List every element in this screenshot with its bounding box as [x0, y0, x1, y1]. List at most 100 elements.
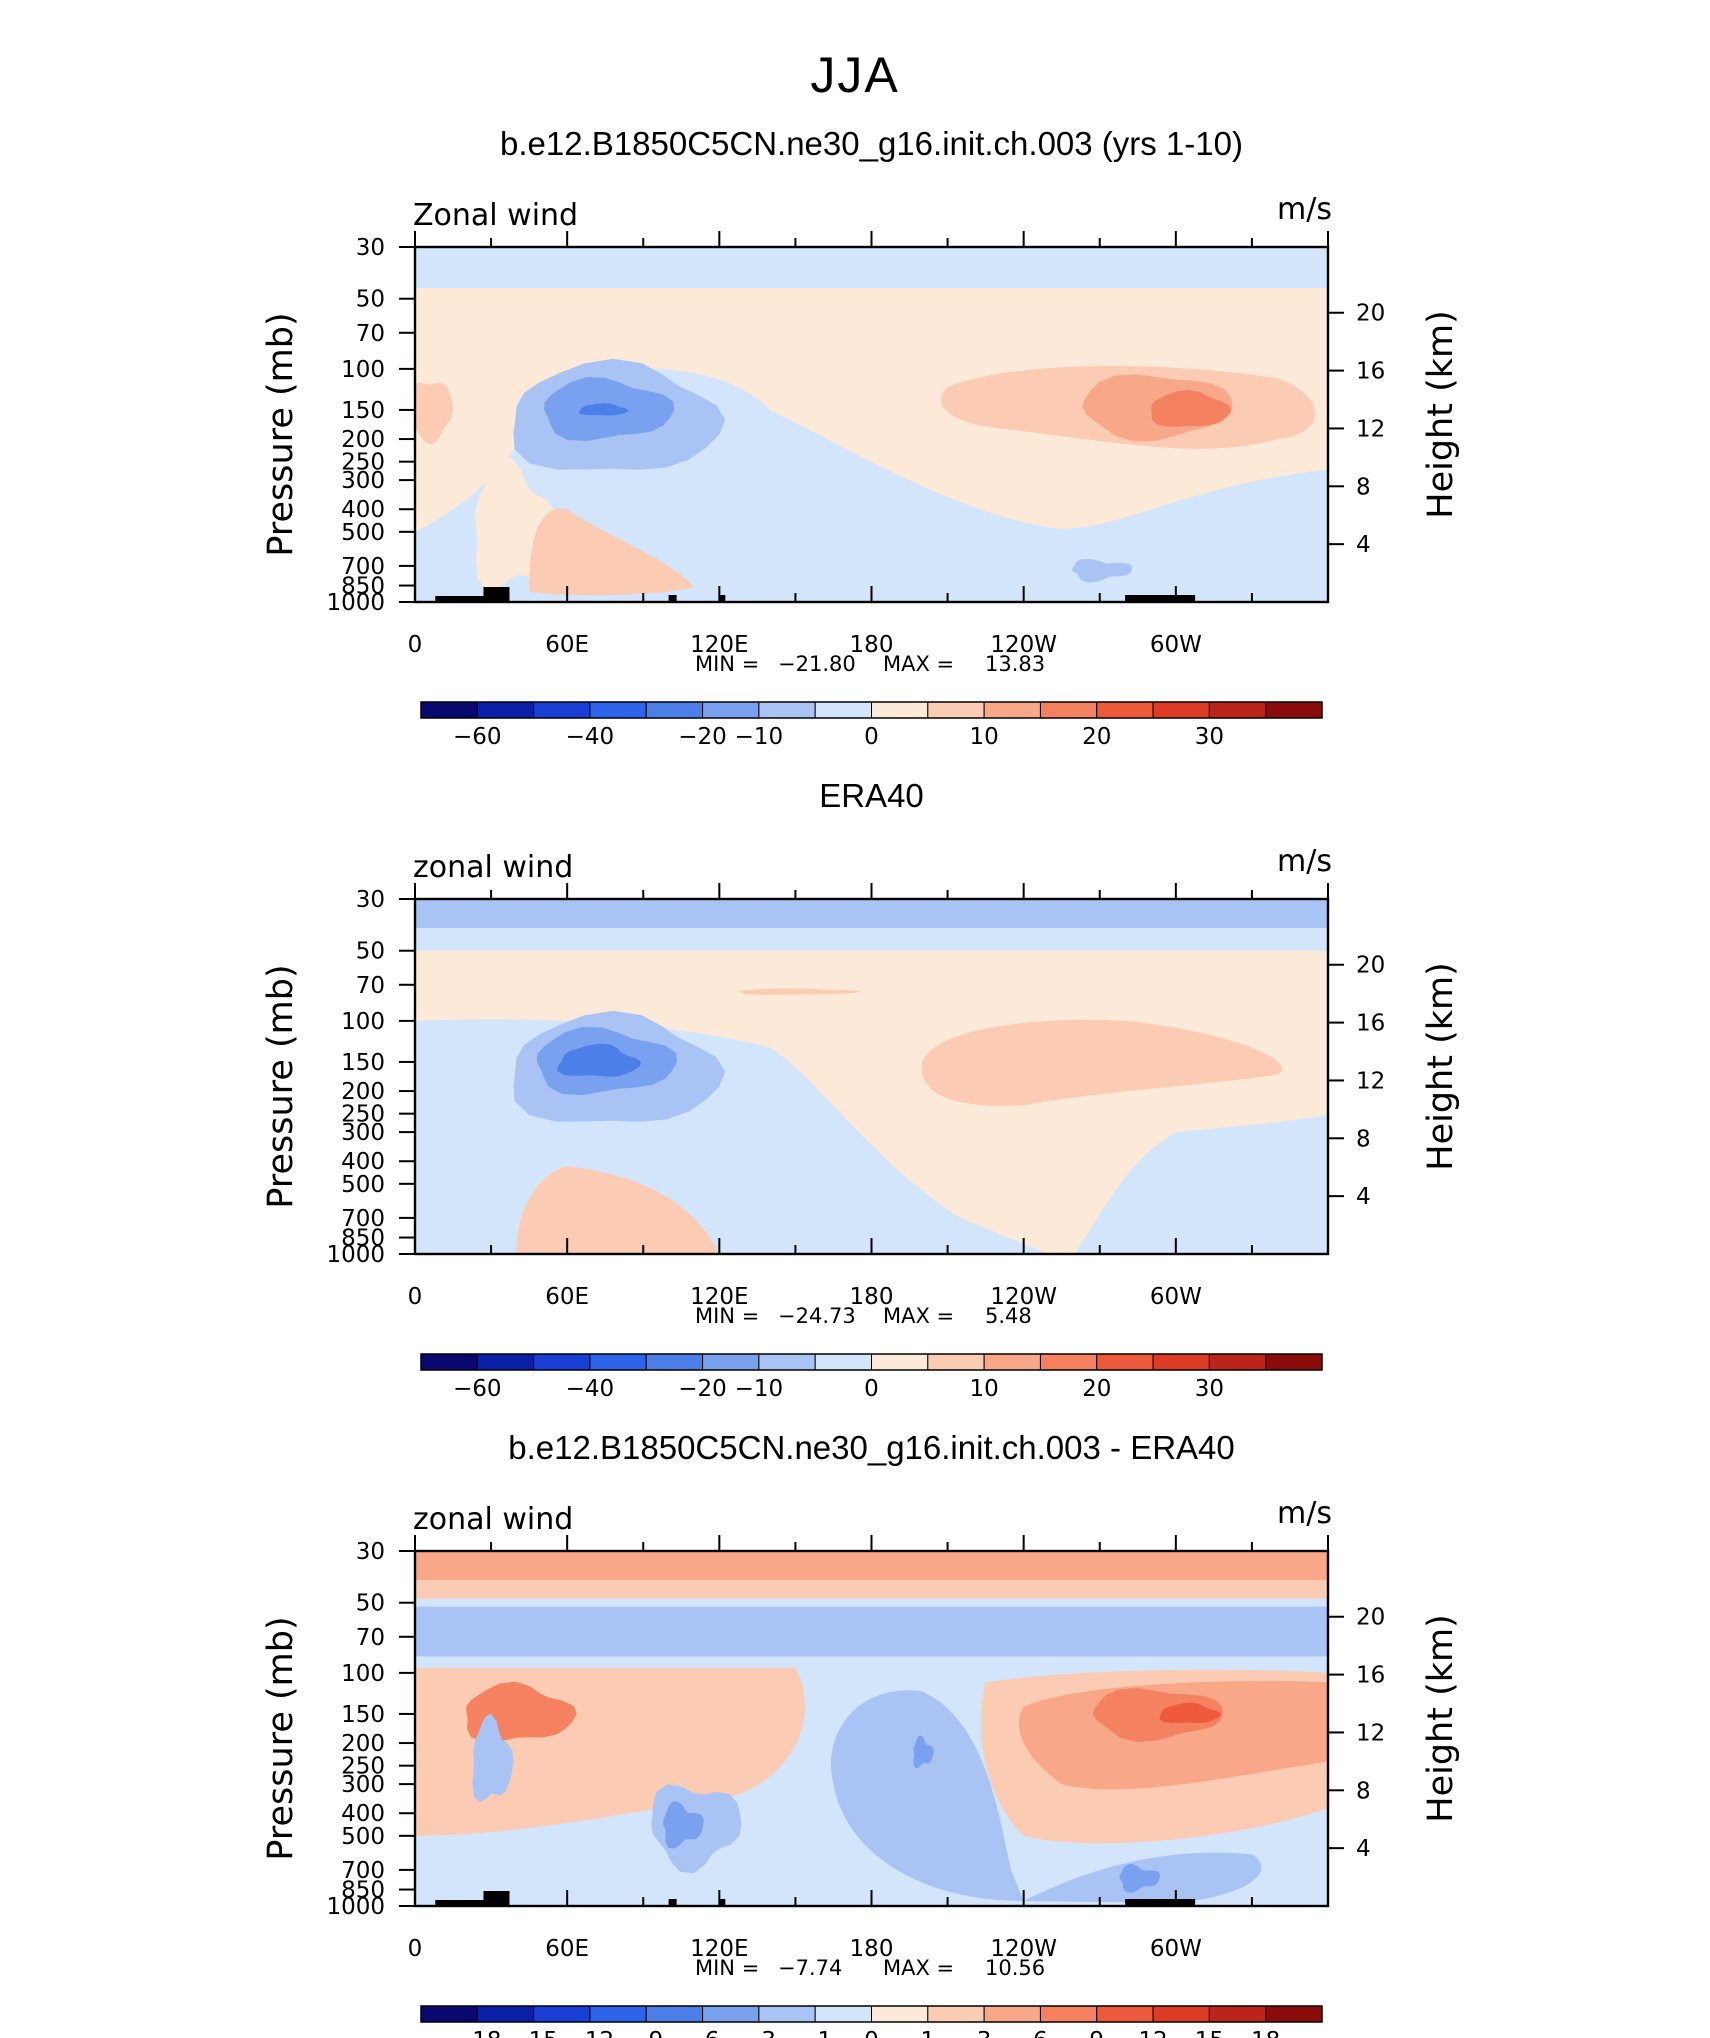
y2-axis-label: Height (km): [1421, 1614, 1461, 1823]
topo-block: [668, 1899, 677, 1906]
colorbar-label: 10: [969, 724, 998, 750]
y-tick-label: 400: [341, 497, 385, 523]
y-tick-label: 100: [341, 1661, 385, 1687]
y2-axis: 20 16 12 8 4 Height (km): [1328, 953, 1461, 1210]
variable-label: zonal wind: [413, 1502, 573, 1537]
lower-westerly: [529, 508, 694, 596]
x-tick-label: 120E: [690, 1284, 748, 1310]
colorbar-box: [645, 701, 704, 719]
colorbar-box: [871, 1353, 929, 1371]
colorbar-label: −20: [678, 724, 727, 750]
y2-tick-label: 20: [1356, 301, 1385, 327]
y-tick-label: 30: [356, 887, 385, 913]
colorbar-label: −15: [509, 2028, 558, 2038]
y-tick-label: 150: [341, 398, 385, 424]
colorbar-label: −20: [678, 1376, 727, 1402]
strat-easterly: [415, 247, 1328, 289]
topo-block: [435, 1900, 486, 1906]
y2-axis: 20 16 12 8 4 Height (km): [1328, 1605, 1461, 1862]
x-axis: 0 60E 120E 180 120W 60W: [408, 231, 1329, 658]
colorbar-box: [533, 2005, 591, 2023]
strat-easterly-strong: [415, 899, 1328, 929]
max-label: MAX =: [883, 1956, 954, 1980]
y-tick-label: 250: [341, 1754, 385, 1780]
colorbar-box: [927, 2005, 985, 2023]
lower-strat-negative: [415, 1606, 1328, 1657]
colorbar-box: [814, 2005, 872, 2023]
variable-label: zonal wind: [413, 850, 573, 885]
colorbar-label: −18: [453, 2028, 502, 2038]
colorbar-box: [1039, 701, 1098, 719]
colorbar-box: [702, 2005, 760, 2023]
colorbar-box: [758, 2005, 816, 2023]
y-tick-label: 70: [356, 1625, 385, 1651]
colorbar-label: 0: [864, 724, 879, 750]
y2-tick-label: 12: [1356, 1068, 1385, 1094]
panel-title: ERA40: [819, 777, 924, 814]
negative-dateline-core: [913, 1735, 934, 1769]
colorbar-box: [702, 701, 760, 719]
x-tick-label: 60W: [1150, 1284, 1202, 1310]
x-tick-label: 120W: [990, 1936, 1057, 1962]
colorbar: −60 −40 −20 −10 0 10 20 30: [420, 701, 1323, 750]
y-tick-label: 200: [341, 1731, 385, 1757]
topo-block: [1125, 595, 1196, 602]
colorbar-box: [589, 2005, 647, 2023]
lower-easterly-patch: [1071, 558, 1133, 583]
stats-line: MIN = −24.73 MAX = 5.48: [695, 1304, 1032, 1328]
y2-tick-label: 12: [1356, 416, 1385, 442]
topo-block: [483, 1891, 510, 1906]
y-tick-label: 500: [341, 1172, 385, 1198]
x-tick-label: 180: [850, 1936, 894, 1962]
colorbar-box: [983, 701, 1041, 719]
y-tick-label: 1000: [326, 1894, 385, 1920]
colorbar-label: −6: [686, 2028, 720, 2038]
colorbar-box: [1096, 2005, 1154, 2023]
units-label: m/s: [1277, 844, 1332, 879]
stats-line: MIN = −7.74 MAX = 10.56: [695, 1956, 1045, 1980]
min-label: MIN =: [695, 1304, 759, 1328]
colorbar-label: −12: [566, 2028, 615, 2038]
colorbar-box: [814, 701, 872, 719]
colorbar-label: 20: [1082, 1376, 1111, 1402]
colorbar-label: −60: [453, 724, 502, 750]
max-label: MAX =: [883, 652, 954, 676]
colorbar-box: [1039, 1353, 1098, 1371]
x-tick-label: 60W: [1150, 1936, 1202, 1962]
y2-tick-label: 16: [1356, 359, 1385, 385]
positive-east: [1092, 1688, 1223, 1742]
colorbar-box: [871, 2005, 929, 2023]
stats-line: MIN = −21.80 MAX = 13.83: [695, 652, 1045, 676]
y-tick-label: 50: [356, 939, 385, 965]
negative-middle-core: [663, 1800, 704, 1849]
colorbar: −18 −15 −12 −9 −6 −3 −1 0 1 3 6 9 12 15 18: [420, 2005, 1323, 2038]
y-tick-label: 50: [356, 1591, 385, 1617]
colorbar-box: [1152, 1353, 1210, 1371]
y-tick-label: 400: [341, 1149, 385, 1175]
max-value: 5.48: [985, 1304, 1032, 1328]
colorbar-label: 30: [1195, 724, 1224, 750]
colorbar-box: [1208, 1353, 1267, 1371]
colorbar-label: 0: [864, 1376, 879, 1402]
panel-1: b.e12.B1850C5CN.ne30_g16.init.ch.003 (yr…: [261, 125, 1461, 750]
negative-west: [472, 1713, 514, 1803]
max-value: 13.83: [985, 652, 1045, 676]
y-tick-label: 300: [341, 468, 385, 494]
lower-westerly: [516, 1166, 720, 1254]
strat-positive-edge: [415, 1580, 1328, 1599]
y-tick-label: 150: [341, 1702, 385, 1728]
y-tick-label: 150: [341, 1050, 385, 1076]
y-tick-label: 850: [341, 574, 385, 600]
topo-block: [719, 1899, 726, 1906]
x-tick-label: 60E: [545, 1284, 589, 1310]
colorbar-box: [927, 1353, 985, 1371]
x-tick-label: 60E: [545, 1936, 589, 1962]
variable-label: Zonal wind: [413, 198, 578, 233]
colorbar: −60 −40 −20 −10 0 10 20 30: [420, 1353, 1323, 1402]
y2-tick-label: 4: [1356, 1184, 1371, 1210]
y-tick-label: 30: [356, 1539, 385, 1565]
y2-axis: 20 16 12 8 4 Height (km): [1328, 301, 1461, 558]
x-tick-label: 0: [408, 1936, 423, 1962]
colorbar-frame: [420, 1353, 1323, 1371]
y-tick-label: 850: [341, 1878, 385, 1904]
